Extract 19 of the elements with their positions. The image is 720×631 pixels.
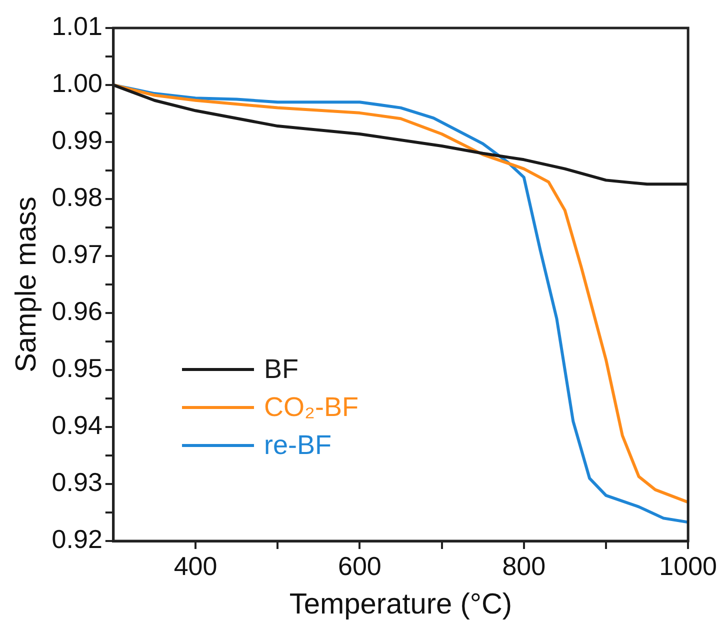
x-tick-label: 400 [174, 550, 218, 581]
y-tick-label: 0.97 [52, 239, 102, 270]
y-tick-label: 0.98 [52, 182, 102, 212]
legend-label: CO₂-BF [264, 391, 358, 424]
y-tick-label: 0.93 [52, 467, 102, 498]
y-tick-label: 0.94 [52, 410, 102, 440]
y-tick-label: 1.01 [52, 11, 102, 42]
y-tick-label: 0.99 [52, 125, 102, 156]
x-axis-title: Temperature (°C) [289, 588, 512, 621]
y-tick-label: 0.92 [52, 524, 102, 554]
y-tick-label: 1.00 [52, 68, 102, 98]
legend-label: re-BF [264, 429, 332, 462]
y-axis-title: Sample mass [10, 196, 42, 372]
x-tick-label: 800 [502, 550, 546, 581]
legend-label: BF [264, 353, 299, 386]
y-tick-label: 0.95 [52, 353, 102, 384]
x-tick-label: 1000 [659, 550, 717, 581]
x-tick-label: 600 [338, 550, 382, 581]
y-tick-label: 0.96 [52, 296, 102, 326]
